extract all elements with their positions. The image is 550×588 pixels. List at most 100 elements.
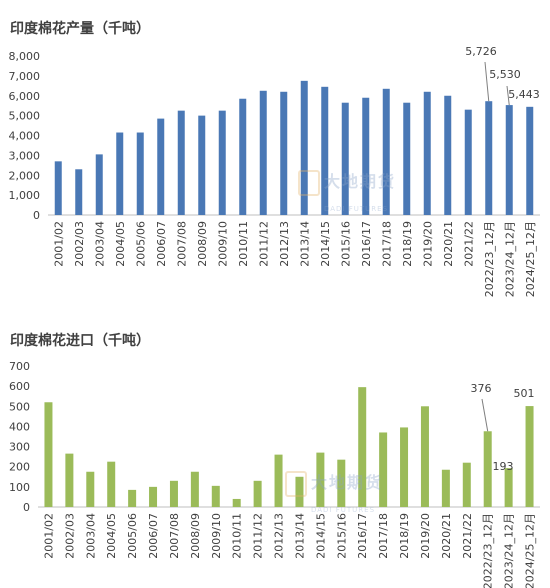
y-tick-label: 0: [23, 501, 30, 514]
x-tick-label: 2018/19: [401, 221, 414, 267]
production-bar-chart: 0 1,000 2,000 3,000 4,000 5,000 6,000 7,000 8,00…: [9, 45, 540, 297]
bar: [485, 101, 493, 215]
y-tick-label: 3,000: [9, 149, 41, 162]
bar: [504, 468, 513, 507]
bar: [464, 109, 472, 215]
chart-title: 印度棉花进口（千吨）: [10, 333, 150, 349]
x-tick-label: 2020/21: [440, 513, 453, 559]
x-tick-label: 2012/13: [273, 513, 286, 559]
bar: [149, 486, 158, 507]
bar: [218, 110, 226, 215]
y-tick-label: 6,000: [9, 90, 41, 103]
bar: [107, 461, 116, 507]
y-tick-label: 200: [9, 461, 30, 474]
x-tick-label: 2001/02: [42, 513, 55, 559]
x-tick-label: 2006/07: [147, 513, 160, 559]
bar: [95, 154, 103, 215]
x-tick-label: 2005/06: [126, 513, 139, 559]
y-tick-label: 700: [9, 360, 30, 373]
x-tick-label: 2018/19: [398, 513, 411, 559]
x-tick-label: 2011/12: [257, 221, 270, 267]
y-tick-label: 400: [9, 420, 30, 433]
x-tick-label: 2003/04: [93, 221, 106, 267]
x-tick-label: 2024/25_12月: [524, 221, 537, 297]
watermark-subtext: DADI FUTURES: [324, 204, 389, 213]
y-tick-label: 0: [33, 209, 40, 222]
y-tick-label: 100: [9, 481, 30, 494]
x-tick-label: 2010/11: [231, 513, 244, 559]
bar: [444, 95, 452, 215]
y-tick-label: 300: [9, 441, 30, 454]
bar: [341, 102, 349, 215]
data-label: 5,726: [465, 45, 497, 58]
data-label: 501: [514, 387, 535, 400]
x-tick-label: 2002/03: [73, 221, 86, 267]
bar: [300, 80, 308, 215]
bar: [54, 161, 62, 215]
y-tick-label: 1,000: [9, 189, 41, 202]
x-tick-label: 2024/25_12月: [524, 513, 537, 588]
bar: [44, 402, 53, 507]
watermark-logo-icon: [298, 169, 320, 196]
x-tick-label: 2020/21: [442, 221, 455, 267]
watermark-text: 大地期货: [311, 473, 384, 492]
x-tick-label: 2016/17: [356, 513, 369, 559]
x-tick-label: 2009/10: [210, 513, 223, 559]
watermark: 大地期货 DADI FUTURES: [285, 469, 383, 516]
x-tick-label: 2019/20: [421, 221, 434, 267]
x-tick-label: 2023/24_12月: [503, 221, 516, 297]
bar: [382, 88, 390, 215]
x-tick-label: 2014/15: [314, 513, 327, 559]
bar: [128, 489, 137, 507]
x-tick-label: 2013/14: [293, 513, 306, 559]
x-tick-label: 2010/11: [237, 221, 250, 267]
bar: [274, 454, 283, 507]
chart-title: 印度棉花产量（千吨）: [10, 21, 150, 37]
bar: [211, 485, 220, 507]
y-tick-label: 500: [9, 400, 30, 413]
bar: [239, 98, 247, 215]
bar: [259, 90, 267, 215]
y-tick-label: 2,000: [9, 169, 41, 182]
x-tick-label: 2013/14: [298, 221, 311, 267]
x-tick-label: 2017/18: [377, 513, 390, 559]
x-tick-label: 2021/22: [462, 221, 475, 267]
x-tick-label: 2007/08: [168, 513, 181, 559]
x-tick-label: 2021/22: [461, 513, 474, 559]
x-tick-label: 2004/05: [105, 513, 118, 559]
bar: [441, 469, 450, 507]
data-label: 5,443: [508, 88, 540, 101]
x-tick-label: 2007/08: [175, 221, 188, 267]
leader-line: [506, 85, 510, 106]
bar: [423, 91, 431, 215]
x-tick-label: 2012/13: [278, 221, 291, 267]
bar: [526, 106, 534, 215]
bar: [280, 91, 288, 215]
bar: [75, 169, 83, 215]
bar: [116, 132, 124, 215]
x-tick-label: 2019/20: [419, 513, 432, 559]
bar: [321, 86, 329, 216]
bar: [362, 97, 370, 215]
watermark: 大地期货 DADI FUTURES: [298, 168, 396, 215]
bar: [505, 105, 513, 215]
y-tick-label: 600: [9, 380, 30, 393]
x-tick-label: 2017/18: [380, 221, 393, 267]
bar: [65, 453, 74, 507]
x-tick-label: 2008/09: [196, 221, 209, 267]
data-label: 376: [471, 382, 492, 395]
watermark-subtext: DADI FUTURES: [311, 505, 376, 514]
x-tick-label: 2022/23_12月: [483, 221, 496, 297]
bar: [420, 406, 429, 507]
bar: [403, 102, 411, 215]
x-tick-label: 2004/05: [114, 221, 127, 267]
y-tick-label: 7,000: [9, 70, 41, 83]
data-label: 193: [493, 460, 514, 473]
x-tick-label: 2014/15: [319, 221, 332, 267]
x-tick-label: 2015/16: [339, 221, 352, 267]
y-tick-label: 4,000: [9, 130, 41, 143]
bar: [232, 498, 241, 507]
bar: [157, 118, 165, 215]
x-tick-label: 2001/02: [52, 221, 65, 267]
bar: [525, 406, 534, 507]
